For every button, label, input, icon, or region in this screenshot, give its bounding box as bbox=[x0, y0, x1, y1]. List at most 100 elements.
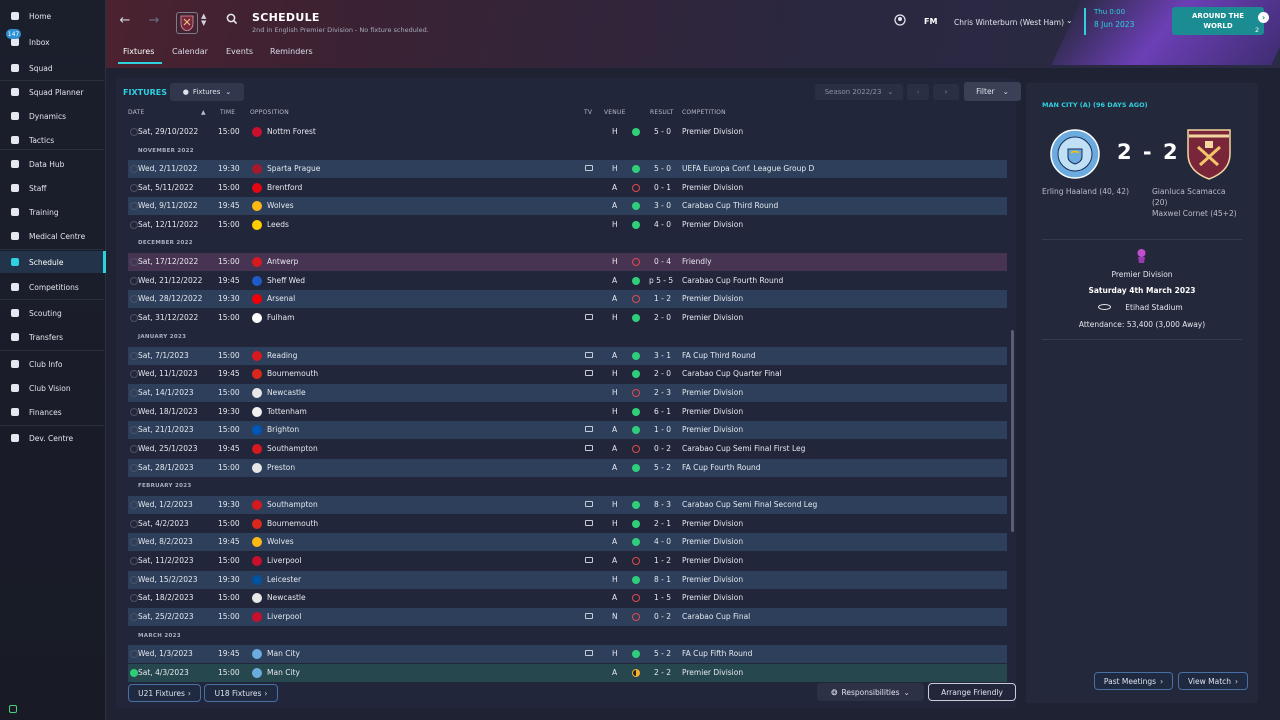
sidebar-item-data-hub[interactable]: Data Hub bbox=[0, 153, 104, 175]
fixture-score[interactable]: 8 - 3 bbox=[654, 500, 672, 509]
fixture-score[interactable]: 5 - 2 bbox=[654, 463, 672, 472]
select-circle-icon[interactable] bbox=[130, 202, 138, 210]
sidebar-item-squad[interactable]: Squad bbox=[0, 57, 104, 79]
fixture-competition[interactable]: FA Cup Third Round bbox=[682, 351, 756, 360]
fixture-row[interactable]: Sat, 5/11/2022 15:00 Brentford A 0 - 1 Premie… bbox=[128, 179, 1007, 197]
fixture-opposition[interactable]: Leeds bbox=[267, 220, 289, 229]
fixture-row[interactable]: Sat, 29/10/2022 15:00 Nottm Forest H 5 - 0 Pr… bbox=[128, 123, 1007, 141]
select-circle-icon[interactable] bbox=[130, 389, 138, 397]
fixture-score[interactable]: 5 - 2 bbox=[654, 649, 672, 658]
column-time[interactable]: TIME bbox=[220, 109, 236, 116]
match-stadium[interactable]: Etihad Stadium bbox=[1125, 303, 1183, 312]
fixture-score[interactable]: 1 - 2 bbox=[654, 556, 672, 565]
fixture-score[interactable]: 1 - 2 bbox=[654, 294, 672, 303]
fixture-opposition[interactable]: Wolves bbox=[267, 201, 294, 210]
select-circle-icon[interactable] bbox=[130, 669, 138, 677]
view-match-button[interactable]: View Match › bbox=[1178, 672, 1248, 690]
select-circle-icon[interactable] bbox=[130, 277, 138, 285]
man-city-badge-icon[interactable] bbox=[1050, 129, 1100, 182]
select-circle-icon[interactable] bbox=[130, 184, 138, 192]
select-circle-icon[interactable] bbox=[130, 501, 138, 509]
fixture-row[interactable]: Wed, 11/1/2023 19:45 Bournemouth H 2 - 0 Cara… bbox=[128, 365, 1007, 383]
next-season-button[interactable]: › bbox=[933, 84, 959, 100]
prev-season-button[interactable]: ‹ bbox=[907, 84, 929, 100]
user-chevron-down-icon[interactable]: ⌄ bbox=[1066, 16, 1073, 25]
fixture-score[interactable]: 3 - 1 bbox=[654, 351, 672, 360]
fixture-opposition[interactable]: Man City bbox=[267, 649, 300, 658]
fixture-score[interactable]: 0 - 4 bbox=[654, 257, 672, 266]
fixture-opposition[interactable]: Newcastle bbox=[267, 593, 306, 602]
season-selector[interactable]: Season 2022/23 ⌄ bbox=[815, 84, 903, 100]
fixture-opposition[interactable]: Brentford bbox=[267, 183, 303, 192]
fixture-score[interactable]: 2 - 3 bbox=[654, 388, 672, 397]
fixture-row[interactable]: Sat, 25/2/2023 15:00 Liverpool N 0 - 2 Caraba… bbox=[128, 608, 1007, 626]
fixture-opposition[interactable]: Arsenal bbox=[267, 294, 296, 303]
fixture-score[interactable]: p 5 - 5 bbox=[649, 276, 674, 285]
select-circle-icon[interactable] bbox=[130, 221, 138, 229]
tab-events[interactable]: Events bbox=[226, 47, 254, 56]
select-circle-icon[interactable] bbox=[130, 128, 138, 136]
select-circle-icon[interactable] bbox=[130, 258, 138, 266]
select-circle-icon[interactable] bbox=[130, 352, 138, 360]
tab-calendar[interactable]: Calendar bbox=[172, 47, 208, 56]
fixture-score[interactable]: 2 - 1 bbox=[654, 519, 672, 528]
fixture-row[interactable]: Sat, 7/1/2023 15:00 Reading A 3 - 1 FA Cup Th… bbox=[128, 347, 1007, 365]
fixture-row[interactable]: Wed, 28/12/2022 19:30 Arsenal A 1 - 2 Premier… bbox=[128, 290, 1007, 308]
column-result[interactable]: RESULT bbox=[650, 109, 674, 116]
fixture-competition[interactable]: Premier Division bbox=[682, 575, 744, 584]
fixture-competition[interactable]: Premier Division bbox=[682, 388, 744, 397]
fixture-competition[interactable]: UEFA Europa Conf. League Group D bbox=[682, 164, 815, 173]
column-date[interactable]: DATE bbox=[128, 109, 145, 116]
fixture-row[interactable]: Sat, 28/1/2023 15:00 Preston A 5 - 2 FA Cup F… bbox=[128, 459, 1007, 477]
fixture-opposition[interactable]: Reading bbox=[267, 351, 298, 360]
fixture-row[interactable]: Sat, 14/1/2023 15:00 Newcastle H 2 - 3 Premie… bbox=[128, 384, 1007, 402]
fixture-score[interactable]: 0 - 2 bbox=[654, 444, 672, 453]
fixture-score[interactable]: 5 - 0 bbox=[654, 164, 672, 173]
fixture-opposition[interactable]: Bournemouth bbox=[267, 369, 319, 378]
select-circle-icon[interactable] bbox=[130, 613, 138, 621]
fixture-opposition[interactable]: Leicester bbox=[267, 575, 302, 584]
fixture-row[interactable]: Wed, 18/1/2023 19:30 Tottenham H 6 - 1 Premie… bbox=[128, 403, 1007, 421]
sidebar-item-squad-planner[interactable]: Squad Planner bbox=[0, 81, 104, 103]
arrange-friendly-button[interactable]: Arrange Friendly bbox=[928, 683, 1016, 701]
sidebar-item-dynamics[interactable]: Dynamics bbox=[0, 105, 104, 127]
fixture-row[interactable]: Wed, 8/2/2023 19:45 Wolves A 4 - 0 Premier Di… bbox=[128, 533, 1007, 551]
select-circle-icon[interactable] bbox=[130, 650, 138, 658]
fixture-competition[interactable]: Friendly bbox=[682, 257, 712, 266]
select-circle-icon[interactable] bbox=[130, 557, 138, 565]
tab-fixtures[interactable]: Fixtures bbox=[123, 47, 155, 56]
select-circle-icon[interactable] bbox=[130, 576, 138, 584]
fixture-row[interactable]: Sat, 4/3/2023 15:00 Man City A 2 - 2 Premier … bbox=[128, 664, 1007, 682]
fixture-row[interactable]: Sat, 31/12/2022 15:00 Fulham H 2 - 0 Premier … bbox=[128, 309, 1007, 327]
fixture-row[interactable]: Wed, 1/2/2023 19:30 Southampton H 8 - 3 Carab… bbox=[128, 496, 1007, 514]
match-summary-title[interactable]: MAN CITY (A) (96 DAYS AGO) bbox=[1042, 101, 1148, 109]
fixture-competition[interactable]: Premier Division bbox=[682, 313, 744, 322]
fixture-opposition[interactable]: Southampton bbox=[267, 500, 318, 509]
select-circle-icon[interactable] bbox=[130, 408, 138, 416]
fixture-score[interactable]: 4 - 0 bbox=[654, 537, 672, 546]
fixture-score[interactable]: 0 - 1 bbox=[654, 183, 672, 192]
fixture-opposition[interactable]: Tottenham bbox=[267, 407, 307, 416]
past-meetings-button[interactable]: Past Meetings › bbox=[1094, 672, 1173, 690]
fixture-competition[interactable]: Premier Division bbox=[682, 537, 744, 546]
fixture-row[interactable]: Wed, 2/11/2022 19:30 Sparta Prague H 5 - 0 UE… bbox=[128, 160, 1007, 178]
forward-arrow-icon[interactable]: → bbox=[148, 13, 160, 28]
fixture-score[interactable]: 1 - 0 bbox=[654, 425, 672, 434]
fixture-score[interactable]: 2 - 0 bbox=[654, 313, 672, 322]
select-circle-icon[interactable] bbox=[130, 594, 138, 602]
fixture-row[interactable]: Sat, 4/2/2023 15:00 Bournemouth H 2 - 1 Premi… bbox=[128, 515, 1007, 533]
sort-arrow-icon[interactable]: ▲ bbox=[201, 109, 206, 116]
back-arrow-icon[interactable]: ← bbox=[119, 13, 131, 28]
fixture-row[interactable]: Sat, 12/11/2022 15:00 Leeds H 4 - 0 Premier D… bbox=[128, 216, 1007, 234]
fixture-competition[interactable]: Premier Division bbox=[682, 407, 744, 416]
sidebar-item-club-vision[interactable]: Club Vision bbox=[0, 377, 104, 399]
fixture-score[interactable]: 2 - 2 bbox=[654, 668, 672, 677]
u21-fixtures-button[interactable]: U21 Fixtures › bbox=[128, 684, 201, 702]
select-circle-icon[interactable] bbox=[130, 464, 138, 472]
sidebar-item-home[interactable]: Home bbox=[0, 5, 104, 27]
sidebar-item-inbox[interactable]: Inbox bbox=[0, 31, 104, 53]
fixture-competition[interactable]: Premier Division bbox=[682, 556, 744, 565]
fixture-competition[interactable]: Premier Division bbox=[682, 294, 744, 303]
select-circle-icon[interactable] bbox=[130, 445, 138, 453]
